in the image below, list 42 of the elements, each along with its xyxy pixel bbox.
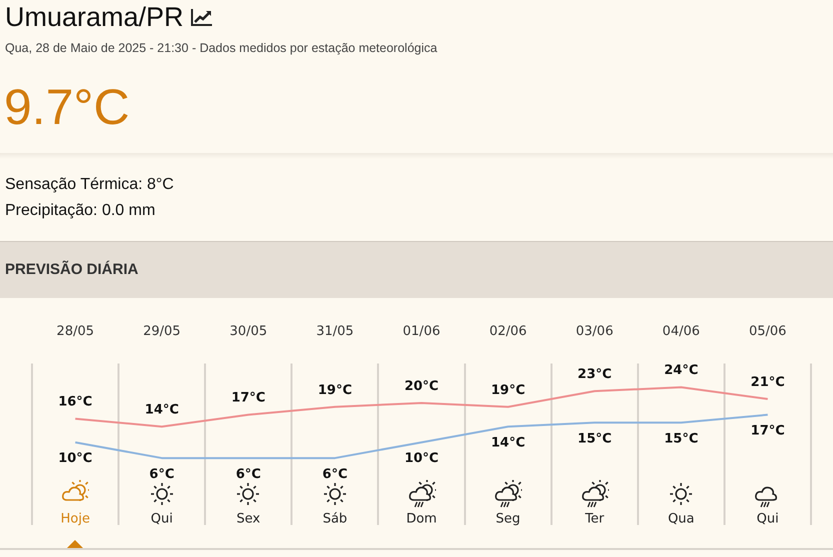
annotation: Ter <box>584 511 605 526</box>
x-tick-label: 29/05 <box>143 324 181 340</box>
annotation: Dom <box>406 511 437 526</box>
data-label: 10°C <box>404 451 439 466</box>
data-label: 19°C <box>490 382 526 398</box>
annotation: Qua <box>668 511 694 526</box>
annotation: Hoje <box>60 511 90 526</box>
x-tick-label: 28/05 <box>56 324 94 340</box>
data-label: 21°C <box>750 374 785 390</box>
data-label: 23°C <box>578 367 612 382</box>
text: 9.7°C <box>4 78 130 136</box>
data-label: 24°C <box>664 363 698 378</box>
annotation: Qui <box>756 511 779 526</box>
x-tick-label: 03/06 <box>576 324 614 340</box>
x-tick-label: 31/05 <box>316 324 354 340</box>
text: Precipitação: 0.0 mm <box>5 202 156 220</box>
text: PREVISÃO DIÁRIA <box>5 261 138 278</box>
data-label: 19°C <box>318 382 352 398</box>
x-tick-label: 05/06 <box>748 324 786 340</box>
annotation: Qui <box>150 511 173 526</box>
annotation: Sex <box>236 511 261 526</box>
x-tick-label: 30/05 <box>230 324 268 340</box>
annotation: Sáb <box>322 511 348 526</box>
data-label: 6°C <box>149 466 174 482</box>
data-label: 17°C <box>750 424 785 439</box>
text: Sensação Térmica: 8°C <box>5 176 174 194</box>
x-tick-label: 02/06 <box>489 324 527 340</box>
chart-title: Umuarama/PR <box>5 2 185 33</box>
x-tick-label: 01/06 <box>402 324 440 340</box>
annotation: Seg <box>496 511 520 526</box>
chart-subtitle: Qua, 28 de Maio de 2025 - 21:30 - Dados medidos por estação meteorológica <box>5 41 438 55</box>
data-label: 14°C <box>144 402 179 418</box>
data-label: 6°C <box>236 466 261 482</box>
x-tick-label: 04/06 <box>662 324 700 340</box>
data-label: 15°C <box>578 432 612 447</box>
data-label: 16°C <box>58 394 92 410</box>
data-label: 6°C <box>322 466 348 482</box>
data-label: 10°C <box>58 451 92 466</box>
data-label: 20°C <box>404 378 439 394</box>
data-label: 17°C <box>231 390 266 406</box>
data-label: 14°C <box>490 435 526 450</box>
data-label: 15°C <box>664 432 698 447</box>
